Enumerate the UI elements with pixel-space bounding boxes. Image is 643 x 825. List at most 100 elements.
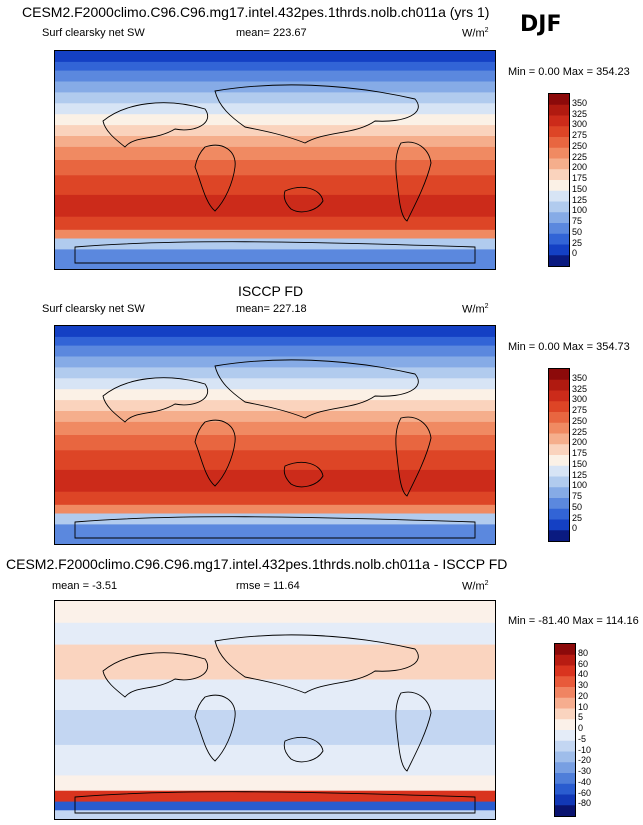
colorbar-swatch xyxy=(549,422,569,435)
field-band xyxy=(55,504,495,515)
field-band xyxy=(55,326,495,338)
field-band xyxy=(55,644,495,681)
colorbar-swatch xyxy=(549,137,569,149)
colorbar-tick-label: 150 xyxy=(572,458,588,469)
colorbar-swatch xyxy=(555,773,575,785)
field-band xyxy=(55,411,495,423)
panel2-map xyxy=(54,325,496,545)
panel3-units: W/m2 xyxy=(462,580,489,593)
colorbar-swatch xyxy=(555,783,575,796)
field-band xyxy=(55,790,495,803)
colorbar-swatch xyxy=(555,676,575,688)
colorbar-swatch xyxy=(555,697,575,710)
colorbar-tick-label: 50 xyxy=(572,226,583,237)
colorbar-swatch xyxy=(549,223,569,235)
panel1-title: CESM2.F2000climo.C96.C96.mg17.intel.432p… xyxy=(22,4,490,20)
colorbar-tick-label: 175 xyxy=(572,173,588,183)
field-band xyxy=(55,801,495,811)
colorbar-tick-label: -5 xyxy=(578,733,587,744)
panel1-units-sup: 2 xyxy=(484,27,489,34)
colorbar-swatch xyxy=(549,115,569,127)
panel1-variable: Surf clearsky net SW xyxy=(42,27,145,39)
panel3-max-label: Max = xyxy=(572,615,603,627)
colorbar-swatch xyxy=(549,233,569,246)
colorbar-swatch xyxy=(555,730,575,742)
colorbar-tick-label: 150 xyxy=(572,183,588,194)
field-band xyxy=(55,194,495,218)
panel1-units-base: W/m xyxy=(462,27,485,40)
field-band xyxy=(55,238,495,250)
field-band xyxy=(55,92,495,104)
panel1-mean-label: mean= xyxy=(236,27,270,39)
colorbar-swatch xyxy=(555,794,575,806)
panel3-mean: mean = -3.51 xyxy=(52,580,117,592)
panel3-mean-label: mean = xyxy=(52,580,89,592)
colorbar-tick-label: 125 xyxy=(572,194,588,205)
colorbar-tick-label: 325 xyxy=(572,383,588,394)
colorbar-tick-label: 0 xyxy=(578,723,584,733)
panel2-mean-value: 227.18 xyxy=(273,303,307,315)
colorbar-swatch xyxy=(549,476,569,488)
field-band xyxy=(55,70,495,83)
colorbar-tick-label: 30 xyxy=(578,680,589,690)
colorbar-swatch xyxy=(549,412,569,424)
coastline xyxy=(214,359,419,419)
field-band xyxy=(55,345,495,358)
coastline xyxy=(74,791,476,814)
colorbar-swatch xyxy=(549,126,569,138)
field-band xyxy=(55,513,495,525)
field-band xyxy=(55,524,495,544)
colorbar-tick-label: -80 xyxy=(578,798,592,809)
colorbar-swatch xyxy=(555,687,575,699)
coastline xyxy=(283,737,324,763)
season-label: DJF xyxy=(520,12,562,37)
colorbar-swatch xyxy=(549,390,569,402)
colorbar-swatch xyxy=(549,465,569,478)
field-band xyxy=(55,775,495,792)
field-band xyxy=(55,744,495,776)
colorbar-swatch xyxy=(549,190,569,203)
field-band xyxy=(55,601,495,624)
field-band xyxy=(55,622,495,646)
panel2-units-sup: 2 xyxy=(484,303,489,310)
panel3-units-sup: 2 xyxy=(484,580,489,587)
panel1-mean-value: 223.67 xyxy=(273,27,307,39)
panel2-max-value: 354.73 xyxy=(596,341,630,353)
field-band xyxy=(55,216,495,231)
field-band xyxy=(55,336,495,347)
colorbar-tick-label: 100 xyxy=(572,480,588,491)
field-band xyxy=(55,710,495,746)
colorbar-swatch xyxy=(555,665,575,677)
field-band xyxy=(55,146,495,161)
colorbar-swatch xyxy=(549,498,569,510)
panel3-max-value: 114.16 xyxy=(605,615,639,627)
field-band xyxy=(55,249,495,269)
colorbar-tick-label: 40 xyxy=(578,669,589,680)
field-band xyxy=(55,229,495,240)
colorbar-tick-label: 350 xyxy=(572,97,588,108)
panel2-units: W/m2 xyxy=(462,303,489,316)
panel1-units: W/m2 xyxy=(462,27,489,40)
colorbar-tick-label: 250 xyxy=(572,415,588,426)
colorbar-tick-label: 275 xyxy=(572,405,588,415)
colorbar-tick-label: -20 xyxy=(578,755,592,766)
coastline xyxy=(194,144,236,212)
colorbar-tick-label: 250 xyxy=(572,140,588,151)
field-band xyxy=(55,51,495,63)
coastline xyxy=(283,462,324,488)
field-band xyxy=(55,367,495,379)
panel2-min-label: Min = xyxy=(508,341,536,353)
field-band xyxy=(55,175,495,196)
field-band xyxy=(55,679,495,711)
colorbar-tick-label: 75 xyxy=(572,216,583,226)
panel1-minmax: Min = 0.00 Max = 354.23 xyxy=(508,66,630,78)
field-band xyxy=(55,810,495,819)
panel2-title: ISCCP FD xyxy=(238,283,304,299)
field-band xyxy=(55,356,495,368)
coastline xyxy=(102,652,208,698)
colorbar-tick-label: 0 xyxy=(572,523,578,534)
coastline xyxy=(102,102,208,148)
colorbar-tick-label: 300 xyxy=(572,119,588,130)
colorbar-swatch xyxy=(549,104,569,117)
colorbar-tick-label: 25 xyxy=(572,237,583,248)
